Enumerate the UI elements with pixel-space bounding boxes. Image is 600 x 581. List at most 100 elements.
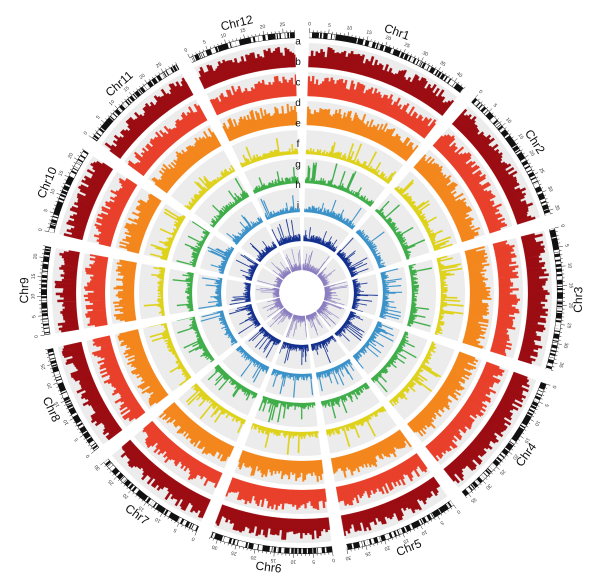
tick (549, 208, 554, 211)
tick (532, 169, 535, 172)
tick (147, 504, 150, 507)
track-h-bg-chr10 (256, 267, 283, 288)
ideogram-band (534, 184, 540, 189)
ideogram-band (122, 478, 127, 483)
ideogram-band (269, 546, 272, 552)
ideogram-band (555, 326, 561, 330)
ideogram-chr4 (461, 381, 547, 497)
tick (121, 101, 124, 104)
track-e-bars-chr5 (320, 382, 370, 419)
tick (56, 197, 59, 199)
tick-label: 25 (279, 22, 285, 28)
ideogram-band (528, 410, 534, 415)
tick (480, 101, 483, 104)
ideogram-band (331, 34, 335, 40)
ideogram-band (418, 519, 423, 525)
track-b-bars-chr6 (225, 477, 327, 511)
tick (413, 528, 415, 531)
track-e-bars-chr10 (176, 221, 211, 268)
ideogram-band (482, 473, 487, 478)
tick (493, 469, 496, 472)
tick (410, 53, 413, 56)
tick (444, 511, 446, 514)
ideogram-band (123, 101, 129, 107)
tick (544, 194, 547, 196)
tick-label: 15 (523, 436, 531, 444)
ideogram-band (42, 319, 49, 322)
tick (100, 462, 104, 466)
track-letter-i: i (297, 201, 299, 212)
tick (195, 52, 197, 55)
tick (471, 491, 474, 494)
ideogram-band (411, 57, 415, 63)
tick (117, 479, 120, 482)
tick-label: 5 (439, 519, 445, 526)
tick-label: 0 (559, 224, 566, 228)
ideogram-band (479, 105, 484, 110)
tick (113, 109, 115, 112)
track-c-bars-chr12 (222, 103, 298, 142)
tick (522, 152, 525, 155)
track-g-bars-chr3 (351, 278, 378, 312)
tick (552, 366, 555, 368)
ideogram-band (428, 66, 432, 72)
track-g-bars-chr9 (229, 282, 251, 305)
tick (533, 412, 536, 414)
ideogram-band (107, 463, 113, 469)
ideogram-band (554, 331, 560, 335)
track-d-bg-chr5 (325, 406, 397, 454)
tick (187, 53, 190, 58)
ideogram-band (449, 79, 454, 86)
tick (440, 513, 443, 516)
tick-label: 0 (34, 334, 40, 338)
tick (482, 480, 487, 485)
tick (396, 47, 398, 50)
tick (541, 187, 544, 189)
track-h-bars-chr1 (302, 250, 330, 276)
ideogram-band (536, 394, 542, 398)
tick (537, 405, 540, 407)
data-tracks (51, 43, 552, 543)
ideogram-band (177, 517, 182, 523)
ideogram-band (557, 307, 563, 309)
track-f-bars-chr3 (379, 268, 403, 320)
ideogram-band (499, 127, 504, 132)
tick (220, 541, 222, 544)
track-c-bars-chr7 (158, 401, 235, 462)
tick (40, 334, 45, 337)
ideogram-band (403, 526, 408, 532)
tick-label: 15 (567, 283, 573, 289)
ideogram-band (131, 94, 137, 100)
ideogram-band (174, 65, 179, 71)
tick (546, 201, 549, 204)
ideogram-band (58, 199, 64, 202)
tick (506, 454, 509, 457)
ideogram-band (328, 33, 331, 40)
ideogram-band (417, 60, 421, 66)
ideogram-band (137, 90, 142, 95)
tick (373, 543, 375, 546)
tick (87, 444, 90, 447)
ideogram-band (150, 80, 155, 86)
tick (223, 542, 225, 545)
ideogram-band (529, 407, 535, 412)
ideogram-band (266, 34, 269, 40)
ideogram-band (392, 531, 396, 537)
track-d-bars-chr12 (239, 138, 299, 168)
ideogram-band (312, 548, 314, 554)
ideogram-band (200, 52, 205, 58)
ideogram-chr10 (48, 149, 89, 234)
ideogram-band (469, 485, 474, 490)
tick (154, 508, 156, 511)
tick (434, 517, 436, 520)
ideogram-band (527, 170, 533, 174)
ideogram-band (65, 399, 70, 402)
tick (450, 507, 453, 510)
ideogram-band (51, 362, 57, 366)
tick-label: 20 (511, 453, 519, 461)
tick (516, 142, 519, 145)
track-f-bars-chr6 (270, 368, 314, 398)
ideogram-band (265, 34, 268, 41)
tick (497, 118, 499, 120)
